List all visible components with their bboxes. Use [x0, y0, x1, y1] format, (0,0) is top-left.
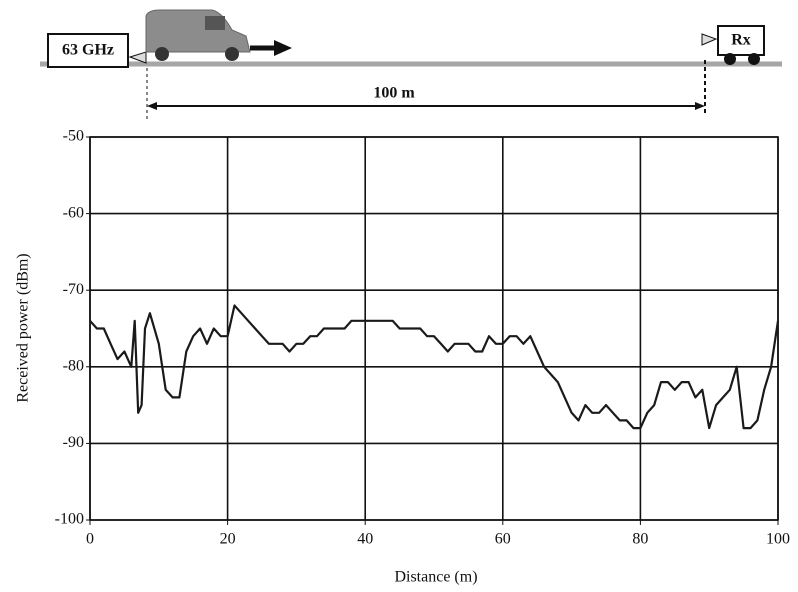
distance-label: 100 m — [373, 85, 415, 102]
x-tick-label: 0 — [86, 531, 94, 548]
x-tick-label: 40 — [357, 531, 373, 548]
arrowhead — [147, 102, 157, 110]
van — [145, 9, 251, 61]
x-tick-label: 100 — [766, 531, 790, 548]
rx-label: Rx — [731, 32, 751, 49]
data-line — [89, 304, 780, 430]
y-tick-label: -60 — [63, 204, 84, 221]
plot-frame — [89, 136, 779, 521]
rx-wheel — [748, 53, 760, 65]
rx-box — [717, 25, 765, 56]
y-tick-label: -80 — [63, 357, 84, 374]
rx-antenna — [701, 33, 718, 46]
motion-arrowhead — [274, 40, 292, 56]
y-tick-label: -100 — [55, 511, 84, 528]
rx-wheel — [724, 53, 736, 65]
y-tick-label: -50 — [63, 128, 84, 145]
tx-antenna — [128, 51, 147, 64]
x-tick-label: 80 — [632, 531, 648, 548]
tx-label: 63 GHz — [62, 42, 114, 59]
x-tick-label: 20 — [220, 531, 236, 548]
tx-box — [47, 33, 129, 68]
y-tick-label: -70 — [63, 281, 84, 298]
y-axis-label: Received power (dBm) — [15, 253, 32, 402]
x-axis-label: Distance (m) — [394, 569, 477, 586]
scenario-diagram: 63 GHz Rx 100 m — [40, 9, 782, 122]
y-tick-label: -90 — [63, 434, 84, 451]
arrowhead — [695, 102, 705, 110]
x-tick-label: 60 — [495, 531, 511, 548]
